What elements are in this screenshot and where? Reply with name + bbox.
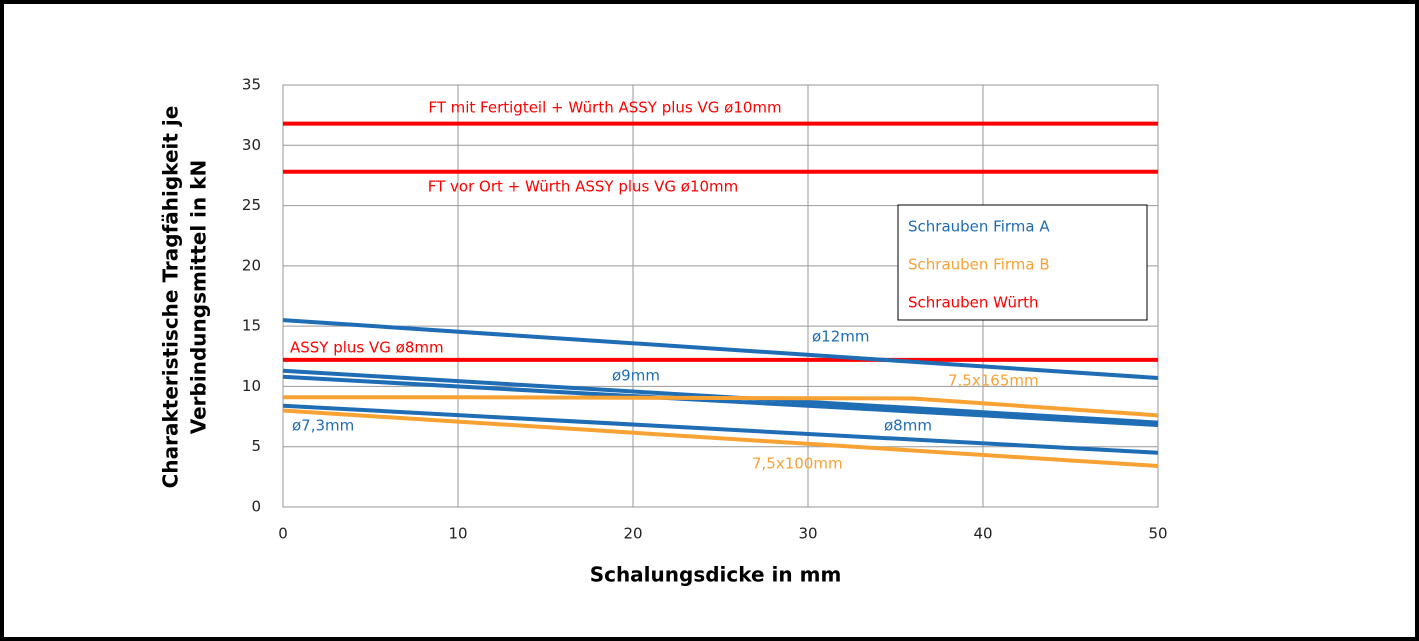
line-label: 7,5x100mm bbox=[752, 455, 843, 473]
data-line bbox=[282, 403, 1159, 455]
legend-entry: Schrauben Würth bbox=[908, 294, 1039, 312]
y-tick-label: 15 bbox=[242, 317, 261, 335]
y-tick-label: 25 bbox=[242, 196, 261, 214]
data-line bbox=[282, 374, 1159, 428]
x-tick-label: 40 bbox=[973, 525, 992, 543]
legend-entry: Schrauben Firma A bbox=[908, 218, 1050, 236]
data-line bbox=[282, 318, 1159, 380]
line-label: ø12mm bbox=[812, 328, 870, 346]
line-label: FT vor Ort + Würth ASSY plus VG ø10mm bbox=[428, 178, 739, 196]
y-tick-label: 20 bbox=[242, 256, 261, 274]
y-axis-title: Verbindungsmittel in kN bbox=[187, 160, 211, 435]
line-label: ø9mm bbox=[612, 367, 660, 385]
x-tick-label: 50 bbox=[1148, 525, 1167, 543]
y-tick-label: 0 bbox=[251, 498, 261, 516]
line-label: ø8mm bbox=[884, 417, 932, 435]
x-tick-label: 10 bbox=[448, 525, 467, 543]
y-tick-label: 10 bbox=[242, 377, 261, 395]
data-line bbox=[282, 408, 1159, 469]
x-tick-label: 0 bbox=[278, 525, 288, 543]
line-label: ø7,3mm bbox=[292, 417, 354, 435]
x-tick-label: 30 bbox=[798, 525, 817, 543]
x-tick-label: 20 bbox=[623, 525, 642, 543]
y-tick-label: 35 bbox=[242, 76, 261, 94]
line-label: FT mit Fertigteil + Würth ASSY plus VG ø… bbox=[428, 99, 781, 117]
y-axis-title: Charakteristische Tragfähigkeit je bbox=[159, 106, 183, 489]
legend-entry: Schrauben Firma B bbox=[908, 256, 1050, 274]
y-tick-label: 30 bbox=[242, 136, 261, 154]
line-label: 7,5x165mm bbox=[948, 372, 1039, 390]
line-label: ASSY plus VG ø8mm bbox=[290, 339, 444, 357]
y-tick-label: 5 bbox=[251, 437, 261, 455]
data-line bbox=[283, 395, 1159, 418]
legend-box bbox=[897, 204, 1148, 321]
x-axis-title: Schalungsdicke in mm bbox=[590, 563, 842, 587]
